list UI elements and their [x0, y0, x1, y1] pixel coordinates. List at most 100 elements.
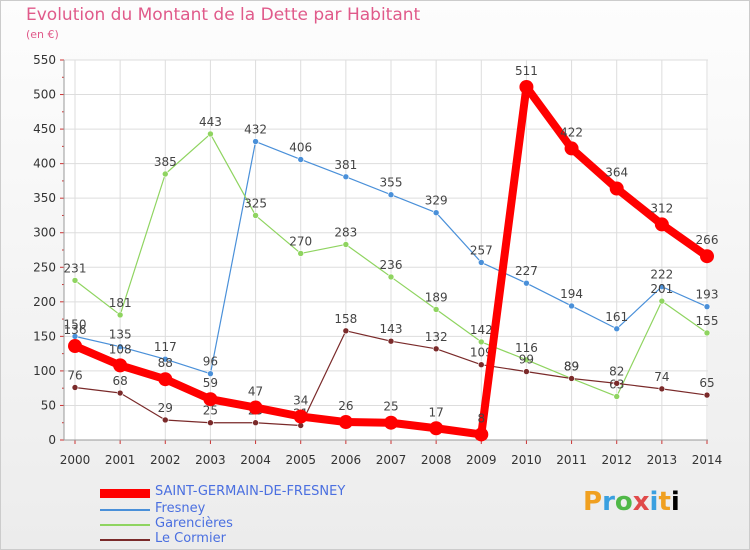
data-label-fresney: 193	[696, 288, 719, 302]
data-label-le-cormier: 99	[519, 353, 534, 367]
x-tick-label: 2009	[466, 453, 497, 467]
data-point-fresney	[342, 173, 350, 181]
data-label-le-cormier: 158	[334, 312, 357, 326]
data-point-saint-germain-de-fresney	[700, 249, 714, 264]
data-label-garencieres: 155	[696, 314, 719, 328]
data-point-le-cormier	[207, 419, 214, 427]
proxiti-logo: Proxiti	[583, 487, 680, 517]
data-label-garencieres: 283	[334, 225, 357, 239]
data-label-le-cormier: 82	[609, 364, 624, 378]
x-tick-label: 2008	[421, 453, 452, 467]
data-label-le-cormier: 76	[67, 368, 82, 382]
data-point-saint-germain-de-fresney	[248, 400, 263, 415]
chart-title: Evolution du Montant de la Dette par Hab…	[26, 5, 421, 25]
data-point-le-cormier	[116, 389, 124, 397]
data-point-saint-germain-de-fresney	[158, 372, 173, 387]
data-point-saint-germain-de-fresney	[293, 409, 308, 424]
y-tick-label: 200	[33, 295, 56, 309]
data-label-saint-germain-de-fresney: 25	[383, 400, 398, 414]
data-label-le-cormier: 68	[113, 374, 128, 388]
data-point-saint-germain-de-fresney	[203, 392, 218, 407]
data-label-fresney: 257	[470, 243, 493, 257]
x-tick-label: 2007	[376, 453, 407, 467]
data-point-fresney	[116, 343, 124, 351]
data-label-fresney: 194	[560, 287, 583, 301]
data-point-fresney	[613, 325, 621, 333]
data-label-le-cormier: 25	[203, 404, 218, 418]
x-tick-label: 2012	[601, 453, 632, 467]
data-label-garencieres: 325	[244, 196, 267, 210]
data-point-le-cormier	[71, 384, 79, 391]
data-label-le-cormier: 74	[654, 370, 669, 384]
data-label-saint-germain-de-fresney: 17	[429, 405, 444, 419]
data-label-saint-germain-de-fresney: 88	[158, 356, 173, 370]
data-label-garencieres: 181	[109, 296, 132, 310]
data-label-fresney: 117	[154, 340, 177, 354]
data-label-le-cormier: 89	[564, 360, 579, 374]
data-label-garencieres: 236	[380, 258, 403, 272]
data-label-garencieres: 189	[425, 290, 448, 304]
data-point-le-cormier	[342, 327, 350, 335]
data-point-garencieres	[252, 212, 259, 219]
data-point-saint-germain-de-fresney	[338, 415, 353, 430]
legend-label: Fresney	[155, 501, 206, 516]
legend-label: Garencières	[155, 516, 233, 531]
data-point-garencieres	[432, 306, 440, 313]
data-label-le-cormier: 109	[470, 346, 493, 360]
data-point-fresney	[658, 283, 666, 290]
data-point-saint-germain-de-fresney	[519, 79, 534, 94]
data-point-fresney	[477, 259, 485, 266]
data-label-saint-germain-de-fresney: 511	[515, 64, 538, 78]
data-point-fresney	[207, 370, 214, 377]
x-tick-label: 2000	[60, 453, 91, 467]
data-point-saint-germain-de-fresney	[654, 217, 669, 232]
data-label-le-cormier: 143	[380, 322, 403, 336]
data-label-saint-germain-de-fresney: 59	[203, 376, 218, 390]
data-label-fresney: 432	[244, 123, 267, 137]
data-point-saint-germain-de-fresney	[384, 415, 398, 430]
legend-swatch	[100, 509, 150, 511]
x-tick-label: 2003	[195, 453, 226, 467]
x-tick-label: 2006	[331, 453, 362, 467]
y-tick-label: 550	[33, 53, 56, 67]
legend-swatch	[100, 488, 150, 498]
data-point-le-cormier	[161, 416, 169, 424]
data-point-fresney	[568, 302, 575, 310]
y-tick-label: 150	[33, 329, 56, 343]
data-point-garencieres	[207, 130, 214, 138]
data-point-le-cormier	[703, 391, 711, 399]
data-point-garencieres	[387, 273, 395, 281]
data-point-saint-germain-de-fresney	[564, 141, 579, 156]
logo-letter: t	[658, 487, 671, 517]
x-tick-label: 2002	[150, 453, 181, 467]
y-tick-label: 350	[33, 191, 56, 205]
data-point-garencieres	[613, 393, 621, 400]
data-label-saint-germain-de-fresney: 266	[696, 233, 719, 247]
x-tick-label: 2004	[240, 453, 271, 467]
data-point-le-cormier	[477, 361, 485, 368]
data-point-saint-germain-de-fresney	[474, 427, 489, 442]
data-label-fresney: 161	[605, 310, 628, 324]
data-point-saint-germain-de-fresney	[113, 358, 128, 373]
y-tick-label: 500	[33, 88, 56, 102]
data-label-garencieres: 231	[64, 261, 87, 275]
data-point-garencieres	[342, 241, 350, 248]
data-point-garencieres	[658, 297, 666, 305]
chart-subtitle: (en €)	[26, 28, 59, 41]
data-label-saint-germain-de-fresney: 34	[293, 394, 308, 408]
x-tick-label: 2010	[511, 453, 542, 467]
data-point-garencieres	[523, 356, 530, 364]
data-label-saint-germain-de-fresney: 108	[109, 342, 132, 356]
data-label-garencieres: 89	[564, 360, 579, 374]
logo-letter: x	[632, 487, 650, 517]
data-label-saint-germain-de-fresney: 312	[650, 201, 673, 215]
data-label-fresney: 227	[515, 264, 538, 278]
logo-letter: P	[583, 487, 603, 517]
legend-swatch	[100, 539, 150, 541]
data-point-le-cormier	[658, 385, 666, 393]
y-tick-label: 100	[33, 364, 56, 378]
data-label-fresney: 329	[425, 194, 448, 208]
legend-label: Le Cormier	[155, 531, 226, 546]
data-point-fresney	[252, 138, 259, 145]
data-point-garencieres	[116, 311, 124, 319]
